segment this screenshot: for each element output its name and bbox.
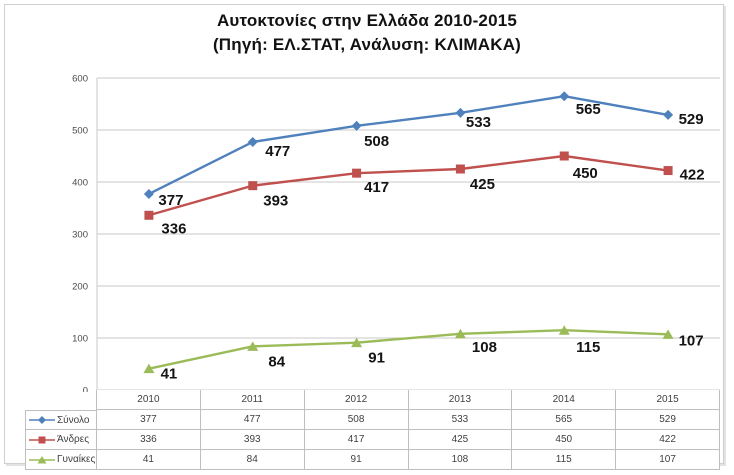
series-0-marker bbox=[143, 188, 154, 199]
series-line-0 bbox=[148, 94, 669, 196]
data-label: 417 bbox=[364, 179, 389, 196]
series-2-marker bbox=[454, 328, 466, 339]
legend-key-diamond-icon bbox=[29, 416, 55, 424]
value-cell: 425 bbox=[408, 430, 513, 450]
y-axis-tick-label: 200 bbox=[72, 282, 88, 293]
series-1-marker bbox=[144, 210, 154, 220]
value-cell: 529 bbox=[616, 410, 720, 430]
data-label: 529 bbox=[679, 111, 704, 128]
series-0-marker bbox=[351, 120, 362, 131]
data-label: 107 bbox=[679, 332, 704, 349]
table-corner-spacer bbox=[25, 390, 97, 410]
data-label: 533 bbox=[466, 114, 491, 131]
y-axis-tick-label: 300 bbox=[72, 230, 88, 241]
y-axis-tick-label: 500 bbox=[72, 126, 88, 137]
data-label: 377 bbox=[158, 192, 183, 209]
series-2-marker bbox=[247, 341, 259, 351]
chart-title-line1: Αυτοκτονίες στην Ελλάδα 2010-2015 bbox=[216, 11, 518, 30]
y-axis-tick-label: 0 bbox=[83, 386, 88, 393]
data-label: 425 bbox=[470, 176, 495, 193]
series-2-marker bbox=[558, 325, 570, 335]
legend-label: Γυναίκες bbox=[57, 454, 96, 465]
value-cell: 91 bbox=[304, 450, 409, 470]
series-0-marker bbox=[247, 136, 258, 147]
chart-title: Αυτοκτονίες στην Ελλάδα 2010-2015 (Πηγή:… bbox=[0, 9, 734, 57]
value-cell: 107 bbox=[616, 450, 720, 470]
data-label: 477 bbox=[265, 143, 290, 160]
data-label: 450 bbox=[573, 165, 598, 182]
value-cell: 477 bbox=[200, 410, 305, 430]
y-axis-tick-label: 600 bbox=[72, 74, 88, 85]
legend-key-square-icon bbox=[29, 436, 55, 443]
series-line-2 bbox=[148, 329, 669, 370]
value-cell: 533 bbox=[408, 410, 513, 430]
data-label: 393 bbox=[263, 193, 288, 210]
year-header-cell: 2010 bbox=[97, 390, 201, 410]
data-table: 2010 2011 2012 2013 2014 2015 Σύνολο 377 477 508 5… bbox=[25, 390, 720, 470]
legend-cell: Άνδρες bbox=[25, 430, 97, 450]
value-cell: 336 bbox=[97, 430, 201, 450]
value-cell: 393 bbox=[200, 430, 305, 450]
series-1-marker bbox=[559, 151, 569, 161]
data-label: 565 bbox=[576, 101, 601, 118]
year-header-cell: 2014 bbox=[512, 390, 617, 410]
series-1-marker bbox=[663, 166, 673, 176]
series-1-marker bbox=[455, 164, 465, 174]
series-2-marker bbox=[662, 329, 674, 339]
data-label: 336 bbox=[161, 220, 186, 237]
data-label: 108 bbox=[472, 339, 497, 356]
legend-label: Σύνολο bbox=[57, 414, 90, 426]
legend-cell: Σύνολο bbox=[25, 410, 97, 430]
y-axis-tick-label: 100 bbox=[72, 334, 88, 345]
data-label: 422 bbox=[680, 167, 705, 184]
legend-cell: Γυναίκες bbox=[25, 450, 97, 470]
series-1-marker bbox=[248, 181, 258, 191]
series-line-1 bbox=[148, 154, 669, 217]
year-header-cell: 2013 bbox=[408, 390, 513, 410]
year-header-cell: 2011 bbox=[200, 390, 305, 410]
chart-title-line2: (Πηγή: ΕΛ.ΣΤΑΤ, Ανάλυση: ΚΛΙΜΑΚΑ) bbox=[212, 35, 522, 54]
year-header-cell: 2015 bbox=[616, 390, 720, 410]
year-header-cell: 2012 bbox=[304, 390, 409, 410]
value-cell: 422 bbox=[616, 430, 720, 450]
y-axis-tick-label: 400 bbox=[72, 178, 88, 189]
value-cell: 450 bbox=[512, 430, 617, 450]
value-cell: 417 bbox=[304, 430, 409, 450]
value-cell: 115 bbox=[512, 450, 617, 470]
value-cell: 41 bbox=[97, 450, 201, 470]
value-cell: 377 bbox=[97, 410, 201, 430]
data-label: 91 bbox=[368, 350, 385, 367]
value-cell: 108 bbox=[408, 450, 513, 470]
data-label: 115 bbox=[576, 339, 600, 356]
value-cell: 565 bbox=[512, 410, 617, 430]
series-0-marker bbox=[663, 109, 674, 120]
legend-label: Άνδρες bbox=[57, 434, 90, 445]
data-label: 84 bbox=[268, 353, 285, 370]
legend-key-triangle-icon bbox=[29, 455, 55, 463]
data-label: 508 bbox=[364, 133, 389, 150]
series-2-marker bbox=[351, 337, 363, 348]
series-2-marker bbox=[143, 363, 155, 374]
value-cell: 508 bbox=[304, 410, 409, 430]
series-1-marker bbox=[352, 168, 362, 178]
data-label: 41 bbox=[161, 366, 178, 383]
value-cell: 84 bbox=[200, 450, 305, 470]
plot-area: 0 100 200 300 400 500 600 377 477 508 533 565 529 336… bbox=[72, 74, 720, 393]
series-0-marker bbox=[455, 107, 466, 118]
series-0-marker bbox=[559, 91, 570, 102]
